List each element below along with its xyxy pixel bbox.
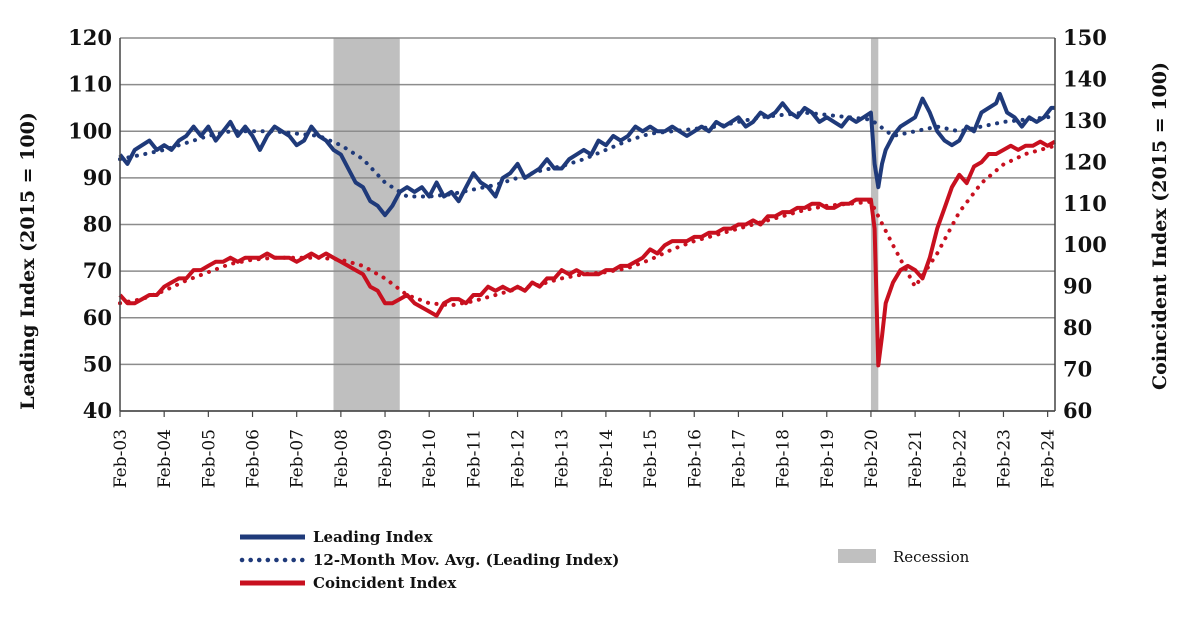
right-tick-label-80: 80: [1063, 315, 1092, 340]
right-axis-title: Coincident Index (2015 = 100): [1149, 62, 1171, 390]
right-tick-label-70: 70: [1063, 357, 1092, 382]
left-tick-label-50: 50: [83, 351, 112, 376]
right-tick-label-90: 90: [1063, 274, 1092, 299]
right-axis-ticks: 60 70 80 90 100 110 120 130 140 150: [1063, 25, 1107, 423]
left-tick-label-90: 90: [83, 165, 112, 190]
series-line-12-month-mov-avg-leading-index: [118, 110, 1057, 199]
left-axis-title: Leading Index (2015 = 100): [17, 112, 39, 410]
series-lines: [118, 91, 1057, 368]
right-tick-label-150: 150: [1063, 25, 1107, 50]
left-tick-label-100: 100: [68, 118, 112, 143]
left-tick-label-120: 120: [68, 25, 112, 50]
x-tick-label-Feb-14: Feb-14: [597, 429, 617, 488]
x-tick-label-Feb-05: Feb-05: [199, 429, 219, 488]
left-tick-label-40: 40: [83, 398, 112, 423]
right-tick-label-140: 140: [1063, 66, 1107, 91]
x-tick-label-Feb-20: Feb-20: [862, 429, 882, 488]
right-tick-label-100: 100: [1063, 232, 1107, 257]
left-tick-label-70: 70: [83, 258, 112, 283]
x-tick-label-Feb-19: Feb-19: [818, 429, 838, 488]
series-line-leading-index: [118, 91, 1055, 218]
x-tick-label-Feb-23: Feb-23: [995, 429, 1015, 488]
right-tick-label-110: 110: [1063, 191, 1107, 216]
right-tick-label-120: 120: [1063, 149, 1107, 174]
x-tick-label-Feb-09: Feb-09: [376, 429, 396, 488]
x-axis-ticks: Feb-03 Feb-04 Feb-05 Feb-06 Feb-07 Feb-08 Feb-…: [111, 411, 1059, 488]
x-tick-label-Feb-16: Feb-16: [685, 429, 705, 488]
x-tick-label-Feb-04: Feb-04: [155, 429, 175, 488]
x-tick-label-Feb-03: Feb-03: [111, 429, 131, 488]
x-tick-label-Feb-17: Feb-17: [729, 429, 749, 488]
series-line-12-month-mov-avg-coincident-index: [118, 143, 1057, 308]
legend: Leading Index 12-Month Mov. Avg. (Leadin…: [239, 528, 970, 592]
x-tick-label-Feb-06: Feb-06: [244, 429, 264, 488]
x-tick-label-Feb-24: Feb-24: [1039, 429, 1059, 488]
right-tick-label-130: 130: [1063, 108, 1107, 133]
x-tick-label-Feb-22: Feb-22: [950, 429, 970, 488]
legend-moving-average-label: 12-Month Mov. Avg. (Leading Index): [313, 551, 619, 569]
legend-leading-index-label: Leading Index: [313, 528, 434, 546]
x-tick-label-Feb-13: Feb-13: [553, 429, 573, 488]
x-tick-label-Feb-12: Feb-12: [509, 429, 529, 488]
x-tick-label-Feb-18: Feb-18: [774, 429, 794, 488]
left-axis-ticks: 40 50 60 70 80 90 100 110 120: [68, 25, 112, 423]
left-tick-label-80: 80: [83, 212, 112, 237]
x-tick-label-Feb-21: Feb-21: [906, 429, 926, 488]
legend-recession-label: Recession: [893, 548, 970, 566]
x-tick-label-Feb-08: Feb-08: [332, 429, 352, 488]
x-tick-label-Feb-11: Feb-11: [464, 429, 484, 488]
x-tick-label-Feb-15: Feb-15: [641, 429, 661, 488]
axes: [119, 38, 1056, 412]
x-tick-label-Feb-07: Feb-07: [288, 429, 308, 488]
left-tick-label-60: 60: [83, 305, 112, 330]
right-tick-label-60: 60: [1063, 398, 1092, 423]
left-tick-label-110: 110: [68, 72, 112, 97]
legend-coincident-index-label: Coincident Index: [313, 574, 457, 592]
legend-recession-swatch: [838, 549, 876, 563]
x-tick-label-Feb-10: Feb-10: [420, 429, 440, 488]
